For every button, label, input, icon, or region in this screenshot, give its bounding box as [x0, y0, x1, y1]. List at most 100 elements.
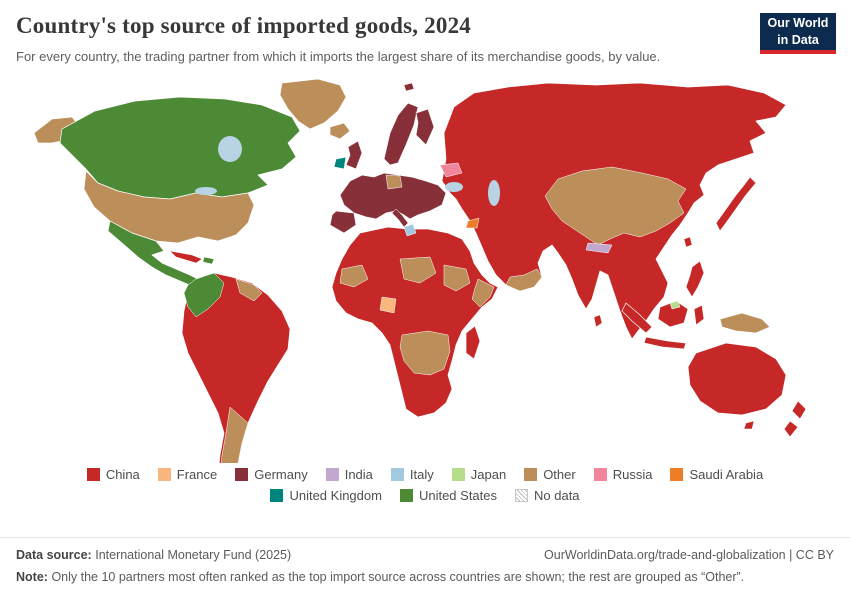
owid-logo-line2: in Data [777, 32, 819, 47]
legend-label: China [105, 466, 140, 482]
country-nepal-bhutan[interactable] [585, 242, 613, 253]
legend-swatch [325, 467, 339, 481]
country-new-zealand-north[interactable] [791, 400, 807, 419]
legend-label: India [344, 466, 373, 482]
island-tasmania[interactable] [743, 420, 755, 429]
legend-item-japan[interactable]: Japan [451, 466, 507, 482]
country-iceland[interactable] [329, 122, 351, 139]
region-south-america[interactable] [181, 272, 291, 463]
legend-item-china[interactable]: China [86, 466, 140, 482]
legend-label: Saudi Arabia [689, 466, 764, 482]
owid-logo-line1: Our World [767, 16, 829, 31]
legend-item-united-kingdom[interactable]: United Kingdom [270, 488, 382, 503]
owid-logo[interactable]: Our World in Data [760, 13, 836, 54]
country-iberia[interactable] [329, 210, 357, 233]
legend-swatch [524, 467, 538, 481]
country-cuba[interactable] [169, 250, 203, 263]
country-greenland[interactable] [279, 78, 347, 129]
region-southern-africa[interactable] [399, 330, 451, 375]
country-australia[interactable] [687, 342, 787, 415]
legend-item-france[interactable]: France [157, 466, 218, 482]
country-colombia-ecuador[interactable] [183, 272, 225, 317]
legend-swatch [270, 488, 284, 502]
country-china[interactable] [544, 166, 687, 245]
choropleth-svg [33, 78, 807, 463]
svalbard[interactable] [403, 82, 415, 91]
legend-swatch [390, 467, 404, 481]
country-united-kingdom[interactable] [345, 140, 363, 169]
legend-label: No data [534, 487, 580, 503]
country-jordan[interactable] [465, 217, 480, 228]
country-tunisia[interactable] [403, 223, 417, 236]
country-philippines[interactable] [685, 260, 705, 297]
country-brunei[interactable] [669, 300, 681, 309]
country-mauritania[interactable] [339, 264, 369, 287]
chart-footer: Data source: International Monetary Fund… [0, 537, 850, 600]
legend-swatch [670, 467, 684, 481]
hudson-bay [218, 135, 242, 162]
legend-item-italy[interactable]: Italy [390, 466, 434, 482]
legend-swatch [157, 467, 171, 481]
legend-swatch [86, 467, 100, 481]
footer-link[interactable]: OurWorldinData.org/trade-and-globalizati… [544, 548, 834, 562]
legend-label: United States [418, 487, 497, 503]
legend-label: Russia [612, 466, 653, 482]
legend-item-no-data[interactable]: No data [515, 488, 580, 503]
island-sulawesi[interactable] [693, 304, 705, 325]
page-title: Country's top source of imported goods, … [16, 13, 471, 38]
legend-item-germany[interactable]: Germany [235, 466, 308, 482]
great-lakes [195, 186, 217, 195]
legend-label: Japan [470, 466, 507, 482]
data-source-text: International Monetary Fund (2025) [95, 548, 292, 562]
chart-subtitle: For every country, the trading partner f… [16, 49, 661, 64]
legend-label: Germany [254, 466, 308, 482]
legend-label: France [176, 466, 218, 482]
legend-swatch [235, 467, 249, 481]
country-argentina[interactable] [220, 406, 249, 463]
country-belarus[interactable] [439, 162, 463, 177]
country-sudan[interactable] [443, 264, 471, 291]
data-source: Data source: International Monetary Fund… [16, 548, 291, 562]
footer-note-text: Only the 10 partners most often ranked a… [51, 570, 745, 584]
legend-item-india[interactable]: India [325, 466, 373, 482]
legend-swatch [399, 488, 413, 502]
country-ireland[interactable] [333, 156, 347, 169]
country-norway-sweden[interactable] [383, 102, 419, 165]
legend-item-other[interactable]: Other [524, 467, 576, 482]
world-map [0, 71, 850, 463]
country-sri-lanka[interactable] [593, 314, 603, 327]
legend-swatch [515, 488, 528, 502]
legend-swatch [593, 467, 607, 481]
country-germany[interactable] [385, 174, 403, 189]
country-finland[interactable] [415, 108, 435, 145]
legend-swatch [451, 467, 465, 481]
country-niger-chad[interactable] [399, 256, 437, 283]
region-africa[interactable] [331, 226, 499, 417]
country-taiwan[interactable] [683, 236, 693, 247]
legend-label: United Kingdom [289, 487, 382, 503]
chart-header: Country's top source of imported goods, … [0, 0, 850, 67]
country-somalia[interactable] [471, 278, 495, 307]
black-sea [445, 181, 463, 192]
footer-note: Note: Only the 10 partners most often ra… [16, 570, 834, 584]
region-europe-mainland[interactable] [339, 172, 447, 219]
country-papua-new-guinea[interactable] [719, 312, 771, 333]
country-japan[interactable] [715, 176, 757, 231]
country-yemen-oman[interactable] [505, 268, 543, 291]
legend-item-russia[interactable]: Russia [593, 466, 653, 482]
island-java[interactable] [643, 336, 687, 349]
legend-item-united-states[interactable]: United States [399, 487, 497, 503]
country-new-zealand-south[interactable] [783, 420, 799, 437]
legend-item-saudi-arabia[interactable]: Saudi Arabia [670, 467, 763, 482]
map-legend: China France Germany India Italy Japan Other Ru… [0, 467, 850, 503]
footer-note-label: Note: [16, 570, 48, 584]
island-borneo[interactable] [657, 300, 689, 327]
data-source-label: Data source: [16, 548, 92, 562]
country-madagascar[interactable] [465, 325, 481, 359]
caspian-sea [488, 179, 500, 206]
legend-label: Italy [409, 466, 434, 482]
country-hispaniola[interactable] [202, 256, 215, 264]
country-guyanas[interactable] [235, 278, 263, 301]
country-gabon[interactable] [379, 296, 397, 313]
island-sumatra[interactable] [621, 302, 653, 333]
